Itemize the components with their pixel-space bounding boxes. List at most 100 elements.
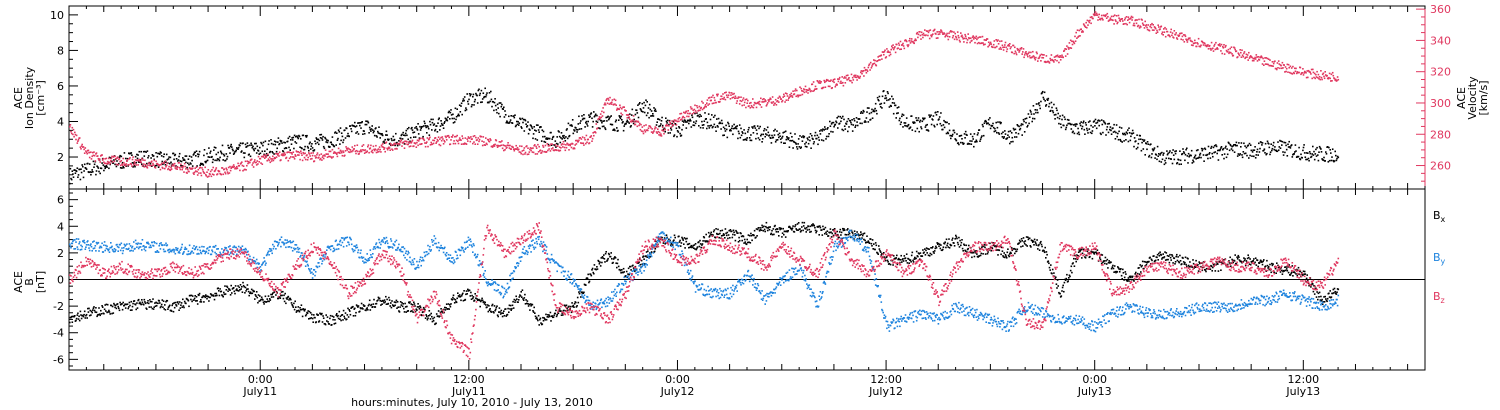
density-point [589,115,591,118]
velocity-point [1220,43,1223,46]
bx-point [157,302,159,305]
velocity-point [1195,45,1198,48]
velocity-point [898,44,901,46]
density-point [246,145,248,148]
density-point [337,129,340,131]
density-point [976,134,979,136]
velocity-point [916,31,919,34]
density-point [202,164,205,166]
density-point [1020,123,1023,125]
bx-point [220,290,223,293]
velocity-point [729,98,732,100]
density-point [613,128,616,131]
density-point [97,167,100,169]
density-point [1166,150,1168,152]
density-point [218,159,221,162]
bx-point [372,306,374,308]
velocity-point [1112,15,1115,18]
velocity-point [1147,24,1150,26]
density-point [1000,132,1003,135]
velocity-point [209,173,211,176]
density-point [591,126,594,128]
density-point [1277,141,1279,143]
density-point [1199,152,1202,155]
velocity-point [225,167,228,170]
velocity-point [585,134,588,137]
density-point [1238,154,1241,156]
velocity-point [861,72,863,75]
velocity-point [699,109,701,112]
density-point [214,159,216,162]
velocity-point [783,93,785,96]
density-point [720,119,723,122]
bx-point [352,315,355,317]
density-point [1253,149,1256,151]
density-point [1109,126,1112,128]
density-point [508,122,511,124]
density-point [783,131,786,133]
velocity-point [71,126,74,129]
density-point [83,163,86,166]
velocity-point [267,153,269,156]
velocity-point [566,143,569,145]
velocity-point [665,125,667,127]
density-point [401,138,404,140]
density-point [1195,158,1197,160]
bx-point [293,302,295,305]
velocity-point [288,151,290,153]
density-point [609,116,611,118]
velocity-point [999,40,1001,43]
density-point [486,92,488,94]
density-point [585,120,588,123]
density-point [332,144,334,146]
density-point [593,111,595,113]
velocity-point [1238,54,1241,57]
velocity-point [1251,59,1254,62]
density-point [1014,136,1016,138]
density-point [894,104,897,107]
density-point [940,124,943,127]
velocity-point [647,129,649,132]
velocity-point [1257,56,1259,58]
velocity-point [847,78,850,80]
density-point [640,110,643,113]
velocity-point [917,33,920,36]
density-point [886,99,888,102]
bx-point [154,302,156,304]
density-point [884,97,886,100]
velocity-point [557,145,559,147]
density-point [1213,144,1216,147]
density-point [1144,154,1146,156]
density-point [928,114,930,116]
density-point [1101,123,1104,126]
velocity-point [1215,41,1217,44]
density-point [790,140,793,142]
velocity-point [342,151,345,154]
density-point [766,134,768,136]
velocity-point [331,148,334,151]
velocity-point [855,76,858,79]
density-point [870,111,873,114]
velocity-point [749,107,752,109]
density-point [676,130,679,132]
density-point [917,119,919,122]
velocity-point [707,104,709,106]
velocity-point [636,125,639,128]
density-point [1141,138,1144,141]
density-point [494,104,497,107]
bx-point [360,302,363,305]
velocity-point [529,148,531,151]
velocity-point [74,131,76,134]
velocity-point [1064,55,1067,57]
velocity-point [740,96,742,98]
velocity-point [361,145,363,147]
density-point [1164,162,1167,164]
velocity-point [891,47,894,49]
velocity-point [209,170,212,173]
velocity-point [735,97,737,99]
velocity-point [424,142,426,144]
velocity-point [941,31,943,34]
density-point [830,123,833,125]
density-point [221,152,223,155]
density-point [658,118,661,121]
